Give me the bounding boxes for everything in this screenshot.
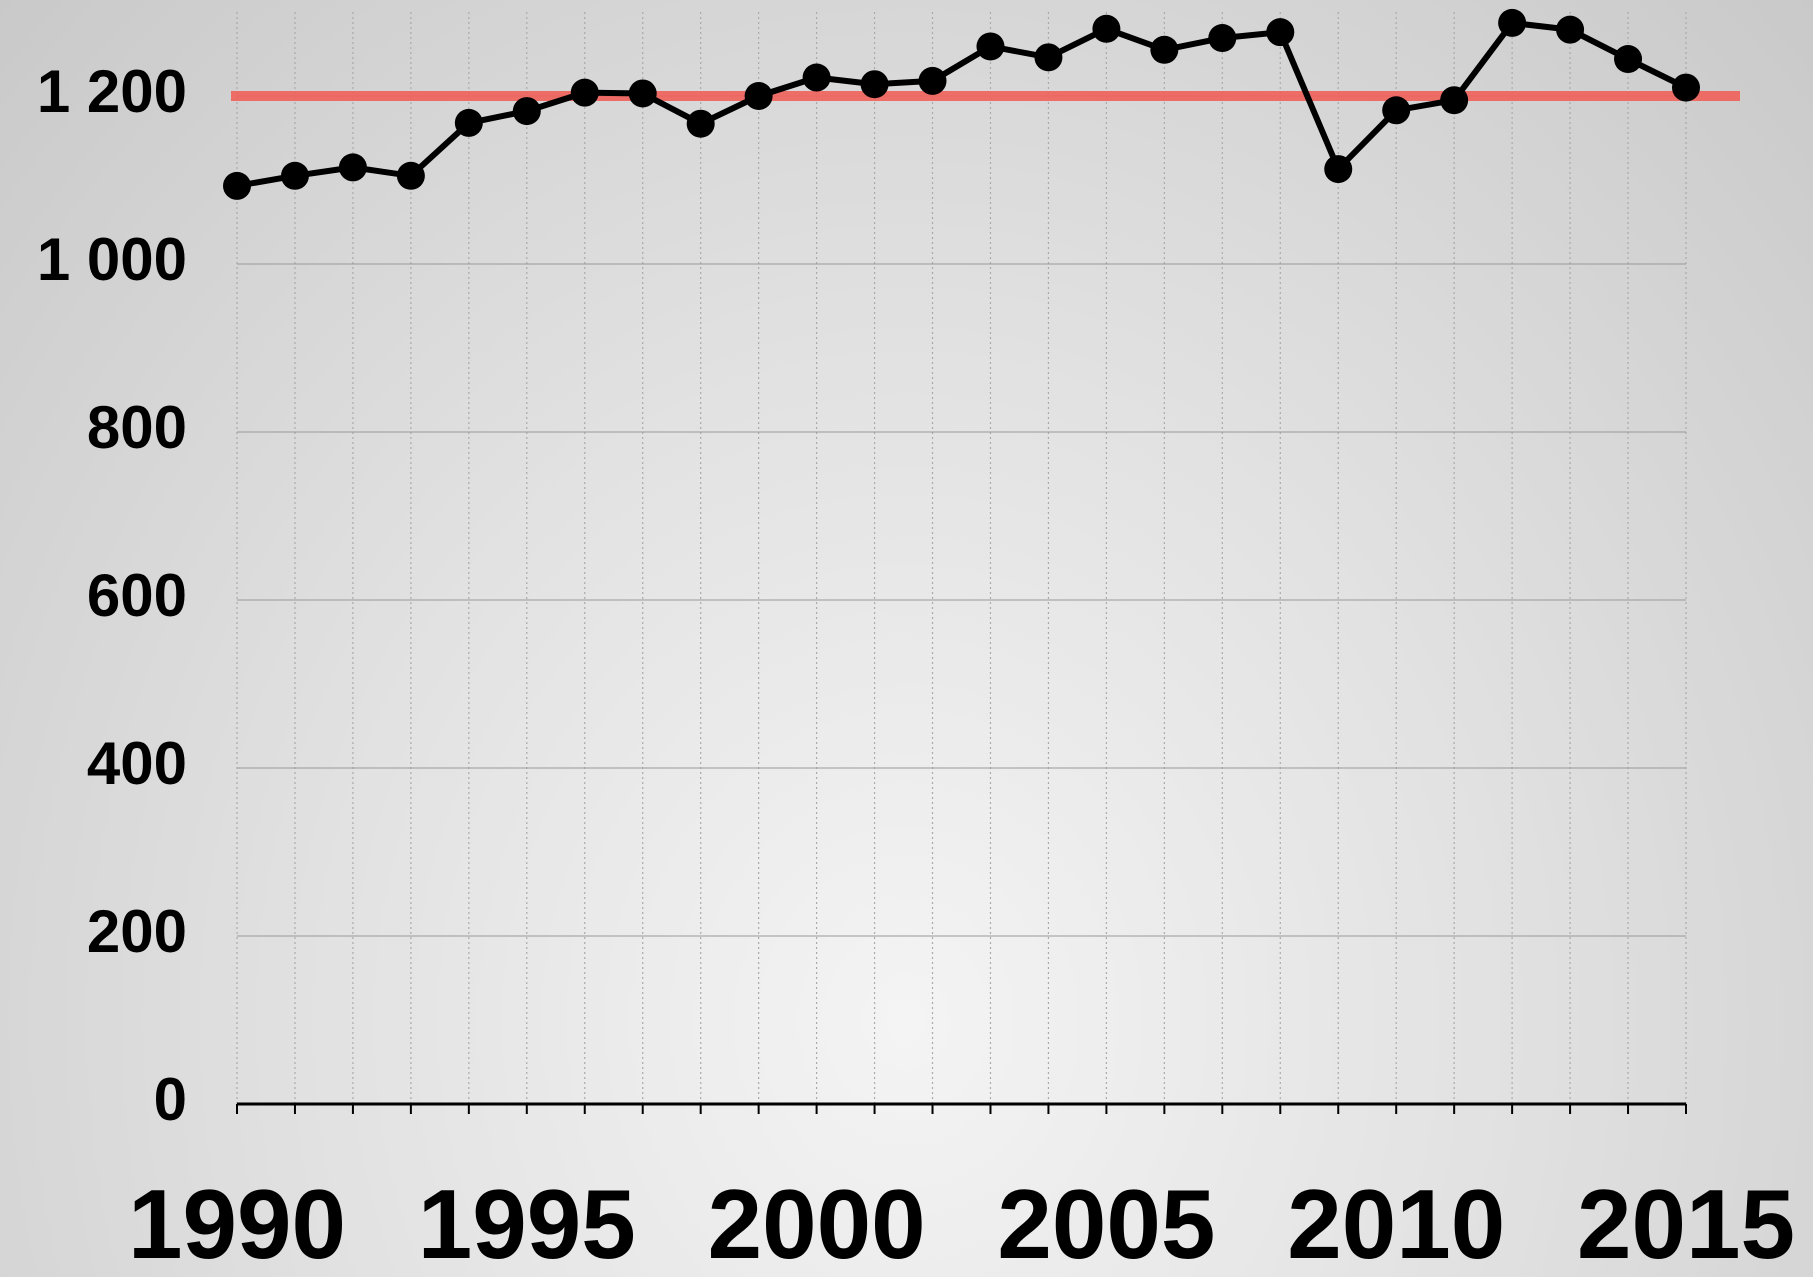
y-tick-label: 400 bbox=[87, 730, 187, 797]
data-point bbox=[397, 162, 425, 190]
data-point bbox=[1092, 15, 1120, 43]
y-tick-label: 0 bbox=[154, 1066, 187, 1133]
y-tick-label: 600 bbox=[87, 562, 187, 629]
data-line bbox=[237, 23, 1686, 186]
data-point bbox=[1208, 24, 1236, 52]
x-tick-label: 1995 bbox=[418, 1169, 636, 1277]
x-tick-label: 2005 bbox=[997, 1169, 1215, 1277]
data-point bbox=[1034, 43, 1062, 71]
x-tick-label: 2010 bbox=[1287, 1169, 1505, 1277]
data-point bbox=[803, 64, 831, 92]
y-tick-label: 1 200 bbox=[37, 58, 187, 125]
data-point bbox=[976, 32, 1004, 60]
data-point bbox=[339, 153, 367, 181]
data-point bbox=[1266, 18, 1294, 46]
data-point bbox=[687, 110, 715, 138]
chart: 0 200 400 600 800 1 000 1 200 1990 1995 2000 2005 2… bbox=[0, 0, 1813, 1277]
data-point bbox=[1498, 9, 1526, 37]
data-point bbox=[513, 97, 541, 125]
data-point bbox=[455, 109, 483, 137]
x-tick-label: 2015 bbox=[1577, 1169, 1795, 1277]
data-point bbox=[1672, 74, 1700, 102]
x-tick-label: 1990 bbox=[128, 1169, 346, 1277]
data-point bbox=[223, 172, 251, 200]
data-point bbox=[1150, 36, 1178, 64]
x-tick-label: 2000 bbox=[708, 1169, 926, 1277]
data-point bbox=[1382, 96, 1410, 124]
y-tick-label: 1 000 bbox=[37, 226, 187, 293]
data-point bbox=[1614, 45, 1642, 73]
data-point bbox=[1440, 86, 1468, 114]
data-point bbox=[861, 70, 889, 98]
data-point bbox=[1556, 16, 1584, 44]
data-point bbox=[629, 79, 657, 107]
y-tick-label: 800 bbox=[87, 394, 187, 461]
data-point bbox=[745, 82, 773, 110]
page: 0 200 400 600 800 1 000 1 200 1990 1995 2000 2005 2… bbox=[0, 0, 1813, 1277]
data-point bbox=[1324, 155, 1352, 183]
y-tick-label: 200 bbox=[87, 898, 187, 965]
data-point bbox=[281, 162, 309, 190]
data-point bbox=[571, 79, 599, 107]
data-point bbox=[919, 67, 947, 95]
